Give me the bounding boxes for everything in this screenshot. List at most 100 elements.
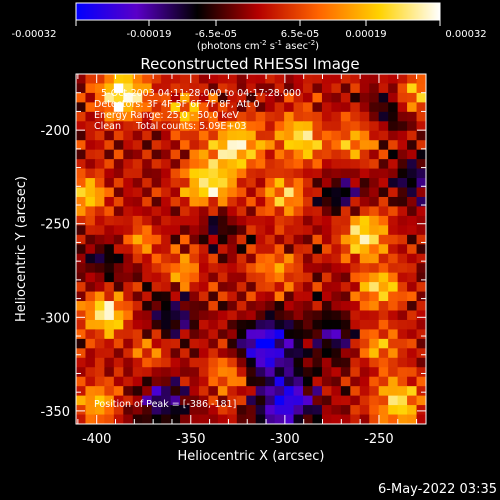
heatmap-cell [189,414,200,424]
heatmap-cell [161,414,172,424]
heatmap-cell [303,178,314,189]
heatmap-cell [142,282,153,293]
heatmap-cell [170,291,181,302]
heatmap-cell [76,414,87,424]
heatmap-cell [208,291,219,302]
heatmap-cell [284,140,295,151]
heatmap-cell [359,168,370,179]
heatmap-cell [76,92,87,103]
heatmap-cell [284,178,295,189]
heatmap-cell [189,187,200,198]
heatmap-cell [94,367,105,378]
heatmap-cell [265,168,276,179]
heatmap-cell [416,263,426,274]
heatmap-cell [312,74,323,85]
heatmap-cell [303,395,314,406]
heatmap-cell [388,272,399,283]
heatmap-cell [85,282,96,293]
heatmap-cell [350,149,361,160]
heatmap-cell [151,414,162,424]
heatmap-cell [303,319,314,331]
heatmap-cell [284,234,295,245]
heatmap-cell [369,74,380,85]
heatmap-cell [397,159,408,170]
heatmap-cell [180,140,191,151]
heatmap-cell [284,225,295,236]
heatmap-cell [369,367,380,378]
heatmap-cell [397,234,408,245]
heatmap-cell [104,130,115,141]
heatmap-cell [293,206,304,217]
heatmap-cell [284,168,295,179]
heatmap-cell [161,338,172,349]
heatmap-cell [246,74,257,85]
heatmap-cell [331,168,342,179]
y-tick-label: -300 [40,311,70,326]
heatmap-cell [416,395,426,406]
heatmap-cell [132,291,143,302]
heatmap-cell [284,253,295,264]
heatmap-cell [359,395,370,406]
heatmap-cell [123,357,134,368]
heatmap-cell [94,301,105,312]
heatmap-cell [416,319,426,331]
heatmap-cell [246,301,257,312]
heatmap-cell [208,159,219,170]
heatmap-cell [113,83,124,94]
heatmap-cell [284,102,295,113]
heatmap-cell [94,405,105,416]
heatmap-cell [407,149,418,160]
heatmap-cell [255,244,266,255]
heatmap-cell [142,121,153,132]
heatmap-cell [76,121,87,132]
heatmap-cell [76,376,87,387]
heatmap-cell [113,92,124,103]
heatmap-cell [180,215,191,226]
heatmap-cell [189,244,200,255]
heatmap-cell [76,244,87,255]
heatmap-cell [161,282,172,293]
heatmap-cell [161,215,172,226]
heatmap-cell [170,348,181,359]
heatmap-cell [255,338,266,349]
heatmap-cell [284,111,295,122]
heatmap-cell [340,187,351,198]
heatmap-cell [76,215,87,226]
heatmap-cell [189,225,200,236]
heatmap-cell [388,178,399,189]
heatmap-cell [227,395,238,406]
heatmap-cell [350,196,361,208]
heatmap-cell [94,310,105,321]
heatmap-cell [284,83,295,94]
heatmap-cell [397,329,408,340]
heatmap-cell [265,92,276,103]
heatmap-cell [104,301,115,312]
heatmap-cell [189,386,200,397]
heatmap-cell [359,225,370,236]
heatmap-cell [350,92,361,103]
heatmap-cell [189,215,200,226]
heatmap-cell [397,263,408,274]
heatmap-cell [198,234,210,245]
heatmap-cell [113,367,124,378]
heatmap-cell [94,357,105,368]
heatmap-cell [255,395,266,406]
heatmap-cell [104,329,115,340]
heatmap-cell [359,405,370,416]
heatmap-cell [293,405,304,416]
heatmap-cell [227,253,238,264]
heatmap-cell [407,102,418,113]
heatmap-cell [293,291,304,302]
heatmap-cell [388,74,399,85]
heatmap-cell [255,196,266,208]
heatmap-cell [227,178,238,189]
heatmap-cell [227,357,238,368]
heatmap-cell [236,244,247,255]
heatmap-cell [312,121,323,132]
heatmap-cell [274,196,285,208]
heatmap-cell [161,319,172,331]
heatmap-cell [369,301,380,312]
heatmap-cell [189,140,200,151]
heatmap-cell [407,196,418,208]
heatmap-cell [161,244,172,255]
